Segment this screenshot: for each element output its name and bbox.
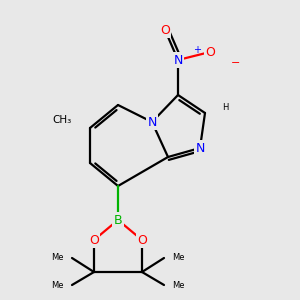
Text: O: O [205, 46, 215, 59]
Text: O: O [160, 23, 170, 37]
Text: Me: Me [52, 254, 64, 262]
Text: B: B [114, 214, 122, 226]
Text: CH₃: CH₃ [52, 115, 72, 125]
Text: N: N [173, 53, 183, 67]
Text: N: N [147, 116, 157, 128]
Text: −: − [231, 58, 241, 68]
Text: Me: Me [52, 280, 64, 290]
Text: Me: Me [172, 280, 184, 290]
Text: +: + [193, 45, 201, 55]
Text: H: H [222, 103, 228, 112]
Text: N: N [195, 142, 205, 154]
Text: O: O [137, 233, 147, 247]
Text: Me: Me [172, 254, 184, 262]
Text: O: O [89, 233, 99, 247]
